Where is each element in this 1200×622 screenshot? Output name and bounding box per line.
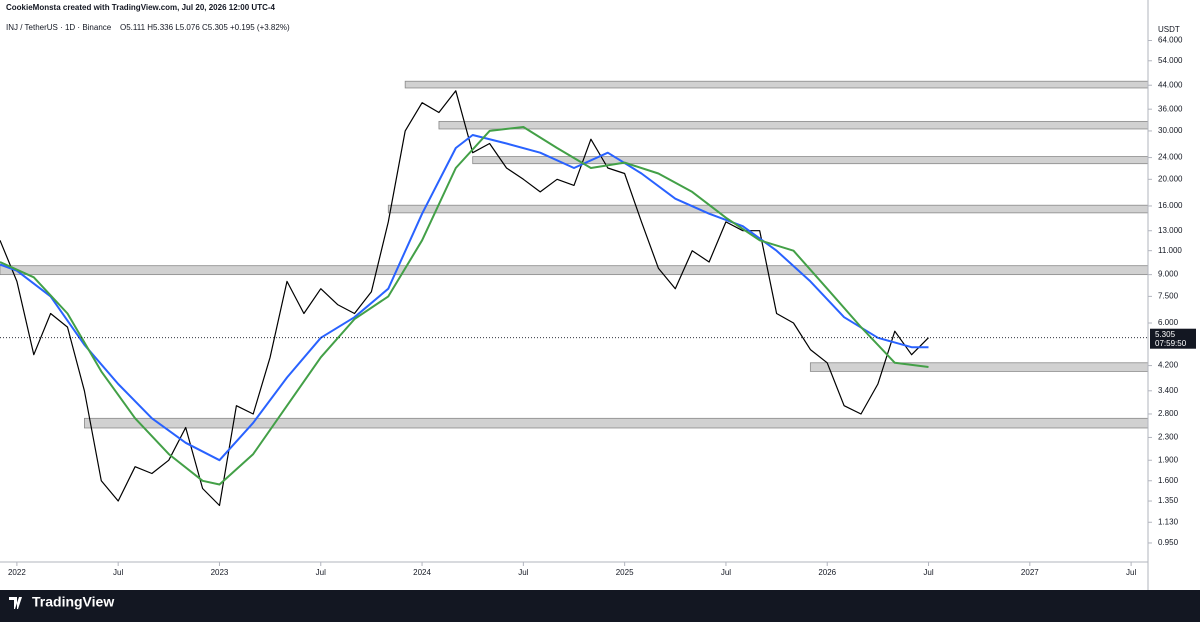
x-tick-label: Jul bbox=[316, 568, 326, 577]
y-tick-label: 44.000 bbox=[1158, 80, 1183, 89]
x-tick-label: 2023 bbox=[211, 568, 229, 577]
brand: TradingView bbox=[32, 594, 114, 610]
y-tick-label: 13.000 bbox=[1158, 226, 1183, 235]
y-tick-label: 20.000 bbox=[1158, 174, 1183, 183]
y-tick-label: 1.900 bbox=[1158, 455, 1179, 464]
y-tick-label: 30.000 bbox=[1158, 126, 1183, 135]
y-tick-label: 11.000 bbox=[1158, 246, 1182, 255]
countdown: 07:59:50 bbox=[1155, 339, 1187, 348]
x-tick-label: Jul bbox=[518, 568, 528, 577]
y-tick-label: 54.000 bbox=[1158, 56, 1183, 65]
currency: USDT bbox=[1158, 25, 1180, 34]
x-tick-label: 2024 bbox=[413, 568, 431, 577]
last-price-label: 5.305 bbox=[1155, 330, 1176, 339]
series-line bbox=[0, 134, 929, 462]
zone bbox=[387, 204, 1149, 214]
zone bbox=[438, 120, 1149, 130]
series-line bbox=[0, 90, 929, 507]
brand-logo bbox=[9, 597, 22, 609]
y-tick-label: 2.800 bbox=[1158, 409, 1179, 418]
y-tick-label: 3.400 bbox=[1158, 386, 1179, 395]
symbol: INJ / TetherUS · 1D · Binance bbox=[6, 23, 112, 32]
x-tick-label: Jul bbox=[1126, 568, 1136, 577]
x-tick-label: 2027 bbox=[1021, 568, 1039, 577]
series-line bbox=[0, 126, 929, 486]
x-tick-label: 2025 bbox=[616, 568, 634, 577]
y-tick-label: 16.000 bbox=[1158, 201, 1183, 210]
y-tick-label: 2.300 bbox=[1158, 433, 1179, 442]
x-tick-label: Jul bbox=[923, 568, 933, 577]
y-tick-label: 1.130 bbox=[1158, 517, 1179, 526]
ohlc: O5.111 H5.336 L5.076 C5.305 +0.195 (+3.8… bbox=[120, 23, 290, 32]
x-tick-label: 2026 bbox=[818, 568, 836, 577]
x-tick-label: Jul bbox=[721, 568, 731, 577]
y-tick-label: 6.000 bbox=[1158, 318, 1179, 327]
plot-area bbox=[0, 80, 1149, 507]
y-tick-label: 1.350 bbox=[1158, 496, 1179, 505]
y-tick-label: 1.600 bbox=[1158, 476, 1179, 485]
y-tick-label: 36.000 bbox=[1158, 104, 1183, 113]
attribution: CookieMonsta created with TradingView.co… bbox=[6, 3, 276, 12]
zone bbox=[809, 362, 1149, 372]
zone bbox=[404, 80, 1149, 89]
y-tick-label: 0.950 bbox=[1158, 538, 1179, 547]
y-tick-label: 4.200 bbox=[1158, 361, 1179, 370]
zone bbox=[0, 265, 1149, 276]
footer bbox=[0, 590, 1200, 622]
y-tick-label: 64.000 bbox=[1158, 36, 1183, 45]
y-tick-label: 9.000 bbox=[1158, 270, 1179, 279]
y-tick-label: 24.000 bbox=[1158, 153, 1183, 162]
x-tick-label: Jul bbox=[113, 568, 123, 577]
x-tick-label: 2022 bbox=[8, 568, 26, 577]
zone bbox=[84, 417, 1149, 429]
last-price-box bbox=[1150, 328, 1196, 349]
y-tick-label: 7.500 bbox=[1158, 291, 1179, 300]
